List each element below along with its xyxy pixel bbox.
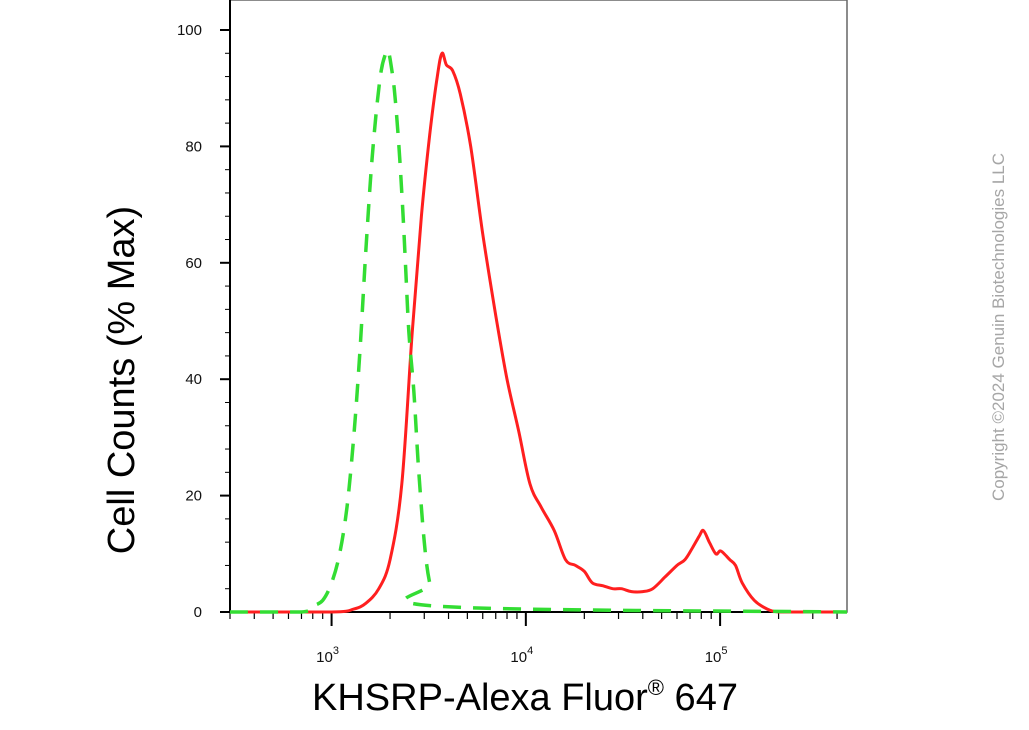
x-axis-title-suffix: 647 (664, 677, 738, 719)
series-layer (230, 48, 848, 614)
y-tick-label: 60 (185, 255, 202, 272)
y-tick-label: 0 (194, 604, 202, 621)
copyright-notice: Copyright ©2024 Genuin Biotechnologies L… (989, 153, 1008, 501)
x-axis-ticks: 103 104 105 (229, 612, 838, 666)
y-tick-label: 100 (177, 22, 202, 39)
control-series-line (230, 48, 848, 614)
x-tick-label: 104 (510, 645, 533, 666)
x-tick-base: 10 (510, 649, 527, 666)
x-tick-exponent: 4 (527, 645, 533, 657)
x-tick-base: 10 (705, 649, 722, 666)
y-axis-ticks: 0 20 40 60 80 100 (177, 22, 230, 621)
x-axis-title: KHSRP-Alexa Fluor® 647 (312, 675, 738, 719)
x-tick-base: 10 (316, 649, 333, 666)
x-tick-label: 105 (705, 645, 728, 666)
y-tick-label: 20 (185, 488, 202, 505)
plot-frame (229, 0, 848, 613)
y-axis-title: Cell Counts (% Max) (101, 206, 143, 554)
x-tick-exponent: 5 (721, 645, 727, 657)
x-axis-title-registered: ® (648, 675, 664, 700)
y-tick-label: 40 (185, 371, 202, 388)
x-axis-title-main: KHSRP-Alexa Fluor (312, 677, 648, 719)
x-tick-label: 103 (316, 645, 339, 666)
y-tick-label: 80 (185, 138, 202, 155)
stained-series-line (230, 51, 847, 614)
x-tick-exponent: 3 (333, 645, 339, 657)
